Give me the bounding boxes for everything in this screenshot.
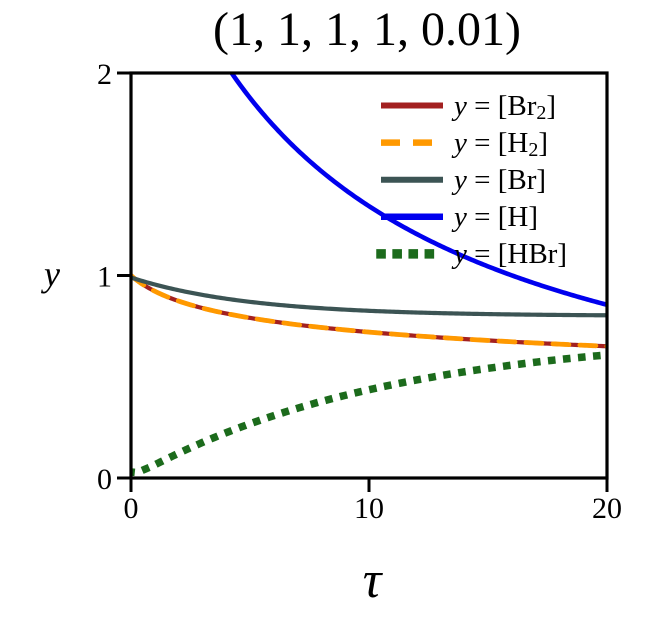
svg-text:0: 0 xyxy=(97,463,112,496)
svg-text:y = [HBr]: y = [HBr] xyxy=(451,238,567,270)
svg-text:y: y xyxy=(41,254,60,294)
svg-text:0: 0 xyxy=(124,492,139,525)
svg-text:(1, 1, 1, 1, 0.01): (1, 1, 1, 1, 0.01) xyxy=(213,3,521,56)
svg-text:τ: τ xyxy=(363,552,384,609)
svg-text:y = [Br]: y = [Br] xyxy=(451,164,546,196)
svg-text:y = [H]: y = [H] xyxy=(451,201,538,233)
svg-text:1: 1 xyxy=(97,261,112,294)
svg-text:10: 10 xyxy=(354,492,384,525)
svg-text:20: 20 xyxy=(592,492,622,525)
svg-text:2: 2 xyxy=(97,58,112,91)
